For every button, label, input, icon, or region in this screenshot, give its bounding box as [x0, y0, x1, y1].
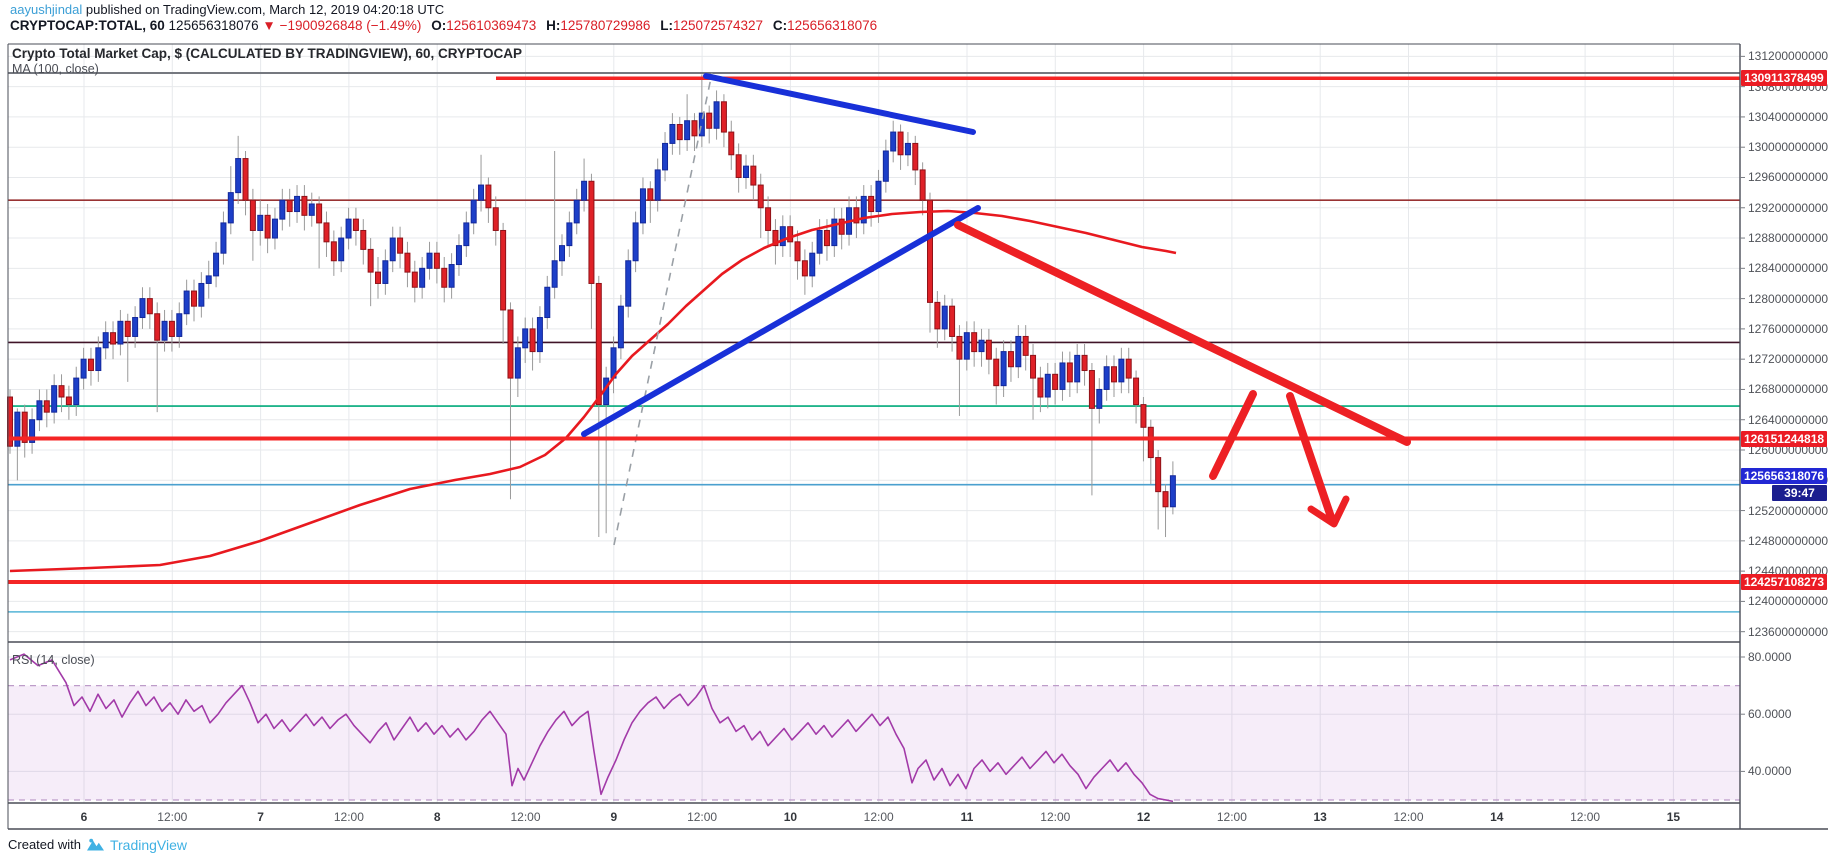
time-axis-label: 12:00 — [1216, 810, 1247, 824]
rsi-axis-label: 60.0000 — [1748, 707, 1792, 722]
price-axis-label: 124000000000 — [1748, 594, 1828, 609]
publish-text: published on TradingView.com, March 12, … — [82, 2, 445, 17]
symbol-label: CRYPTOCAP:TOTAL, 60 — [10, 18, 165, 33]
price-axis-label: 130000000000 — [1748, 140, 1828, 155]
time-axis-label: 15 — [1666, 810, 1681, 824]
price-axis-label: 129600000000 — [1748, 170, 1828, 185]
time-axis-label: 14 — [1490, 810, 1504, 824]
time-axis-label: 12:00 — [1393, 810, 1424, 824]
time-axis-label: 12:00 — [1570, 810, 1601, 824]
time-axis-label: 12:00 — [157, 810, 188, 824]
price-axis-label: 124800000000 — [1748, 533, 1828, 548]
time-axis-label: 7 — [257, 810, 264, 824]
footer: Created with TradingView — [8, 836, 187, 853]
price-axis-badge: 124257108273 — [1741, 573, 1827, 590]
rsi-axis-label: 80.0000 — [1748, 650, 1792, 664]
price-axis-label: 127200000000 — [1748, 352, 1828, 367]
price-axis-badge: 125656318076 — [1741, 468, 1827, 485]
price-axis-label: 129200000000 — [1748, 200, 1828, 215]
time-axis-label: 12:00 — [863, 810, 894, 824]
time-axis-label: 11 — [960, 810, 974, 824]
low-label: L: — [660, 18, 673, 33]
tradingview-brand-text[interactable]: TradingView — [109, 836, 188, 853]
price-axis-label: 123600000000 — [1748, 624, 1828, 639]
price-axis-label: 128000000000 — [1748, 291, 1828, 306]
price-axis-label: 127600000000 — [1748, 321, 1828, 336]
last-value: 125656318076 — [168, 18, 259, 33]
header: aayushjindal published on TradingView.co… — [10, 2, 877, 34]
time-axis-label: 12:00 — [333, 810, 364, 824]
price-axis-label: 125200000000 — [1748, 503, 1828, 518]
open-label: O: — [431, 18, 447, 33]
down-triangle-icon: ▼ — [262, 18, 276, 33]
chart-title: Crypto Total Market Cap, $ (CALCULATED B… — [12, 46, 523, 61]
time-axis-label: 12 — [1136, 810, 1151, 824]
change-value: −1900926848 (−1.49%) — [279, 18, 422, 33]
time-axis-label: 8 — [433, 810, 441, 824]
rsi-axis-label: 40.0000 — [1748, 764, 1792, 779]
price-axis-badge: 126151244818 — [1741, 430, 1827, 447]
time-axis-label: 10 — [783, 810, 798, 824]
high-label: H: — [546, 18, 561, 33]
time-axis-label: 12:00 — [1040, 810, 1071, 824]
price-axis-label: 126400000000 — [1748, 412, 1828, 427]
price-axis-label: 130400000000 — [1748, 109, 1828, 124]
time-axis-label: 12:00 — [687, 810, 718, 824]
ma-indicator-label: MA (100, close) — [12, 62, 99, 76]
low-value: 125072574327 — [672, 18, 764, 33]
username: aayushjindal — [10, 2, 83, 17]
time-axis-label: 9 — [610, 810, 618, 824]
price-axis-label: 131200000000 — [1748, 49, 1828, 64]
price-axis-label: 128400000000 — [1748, 261, 1828, 276]
time-axis-label: 13 — [1313, 810, 1327, 824]
close-label: C: — [772, 18, 788, 33]
publish-info: aayushjindal published on TradingView.co… — [10, 2, 877, 18]
open-value: 125610369473 — [446, 18, 537, 33]
time-axis-label: 6 — [80, 810, 88, 824]
created-with-text: Created with — [8, 837, 81, 852]
close-value: 125656318076 — [787, 18, 878, 33]
high-value: 125780729986 — [560, 18, 651, 33]
time-axis-label: 12:00 — [510, 810, 541, 824]
rsi-indicator-label: RSI (14, close) — [12, 653, 95, 667]
price-axis-badge: 130911378499 — [1741, 70, 1827, 87]
price-axis-label: 126800000000 — [1748, 382, 1828, 397]
price-axis-label: 128800000000 — [1748, 231, 1828, 246]
symbol-ohlc-row: CRYPTOCAP:TOTAL, 60 125656318076 ▼ −1900… — [10, 18, 877, 34]
tradingview-logo-icon — [86, 836, 105, 853]
price-axis-badge: 39:47 — [1772, 485, 1827, 502]
